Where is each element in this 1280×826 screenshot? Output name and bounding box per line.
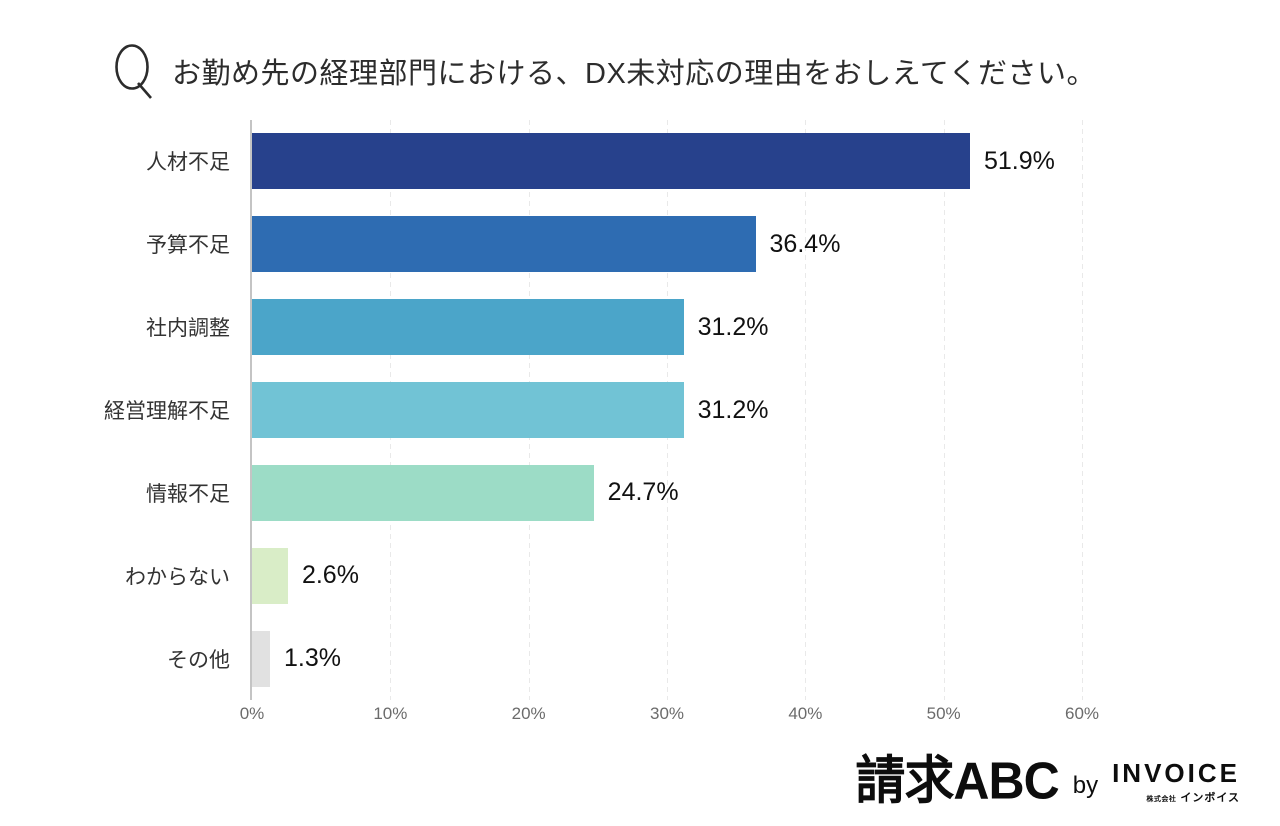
value-label: 24.7% [607,478,679,507]
category-label: 人材不足 [146,151,230,175]
bar [252,133,970,190]
question-title-row: お勤め先の経理部門における、DX未対応の理由をおしえてください。 [112,42,1240,100]
value-label: 2.6% [301,561,359,590]
chart-rows: 人材不足 51.9% 予算不足 36.4% 社内調整 31.2% 経営理解不足 31.2% 情報… [104,120,1082,700]
bar [252,299,684,356]
value-label: 31.2% [697,312,769,341]
category-label: 経営理解不足 [104,400,230,423]
invoice-logo-text: INVOICE [1112,758,1240,788]
bar-row: 情報不足 24.7% [146,451,1082,534]
category-label: 社内調整 [146,317,230,341]
category-label: その他 [167,648,230,672]
question-mark-icon [115,44,152,99]
x-tick-label: 60% [1064,704,1100,723]
brand-logo-text: 請求ABC [855,751,1059,811]
bar-row: 予算不足 36.4% [146,203,1082,286]
bar [252,382,684,438]
company-name-kana: インボイス [1180,792,1240,804]
x-tick-label: 10% [373,704,408,723]
y-axis-line [250,120,252,700]
value-label: 36.4% [769,229,841,258]
bar-row: 経営理解不足 31.2% [104,369,1082,452]
x-tick-label: 50% [926,704,961,723]
invoice-logo-block: INVOICE 株式会社 インボイス [1112,760,1240,805]
bar-chart: 人材不足 51.9% 予算不足 36.4% 社内調整 31.2% 経営理解不足 31.2% 情報… [104,120,1083,700]
value-label: 51.9% [983,146,1055,175]
value-label: 31.2% [697,395,769,424]
category-label: 情報不足 [146,482,230,506]
bar-row: 社内調整 31.2% [146,286,1082,369]
x-tick-label: 0% [239,704,265,723]
gridline-60 [1082,120,1083,700]
logo-by-text: by [1072,772,1099,799]
company-prefix: 株式会社 [1146,796,1177,803]
invoice-logo-subtext: 株式会社 インボイス [1146,789,1240,805]
bar-row: わからない 2.6% [125,534,1082,617]
bar [252,630,270,687]
x-tick-label: 40% [788,704,823,723]
page-title: お勤め先の経理部門における、DX未対応の理由をおしえてください。 [172,58,1096,90]
bar-row: 人材不足 51.9% [146,120,1082,203]
category-label: わからない [125,565,230,589]
bar [252,464,594,521]
gridline-40 [805,120,807,700]
bar-row: その他 1.3% [167,617,1082,700]
footer-logo: 請求ABC by INVOICE 株式会社 インボイス [855,751,1240,811]
value-label: 1.3% [283,644,341,673]
gridline-50 [943,120,945,700]
bar [252,547,288,604]
category-label: 予算不足 [146,234,230,258]
bar [252,216,756,273]
x-tick-label: 20% [511,704,546,723]
x-axis: 0% 10% 20% 30% 40% 50% 60% [240,704,1099,730]
x-tick-label: 30% [649,704,685,723]
